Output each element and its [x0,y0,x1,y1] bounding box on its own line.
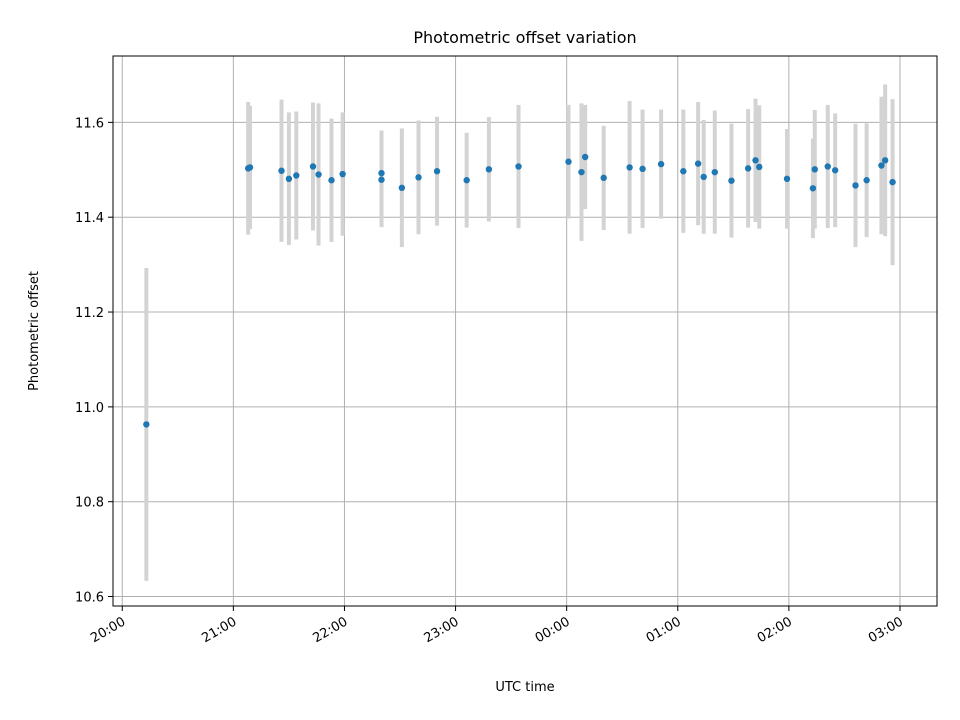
data-point [315,171,322,178]
y-tick-label: 11.4 [75,211,104,226]
data-point [809,185,817,192]
data-point [378,176,385,183]
data-point [578,168,585,176]
y-tick-label: 10.8 [75,496,104,511]
x-tick-label: 00:00 [533,614,573,646]
data-point [728,177,735,184]
data-point [285,175,293,183]
x-axis-ticks: 20:00 21:00 22:00 23:00 00:00 01:00 02:00 03:00 [88,606,906,646]
error-bars [144,84,895,581]
data-point [831,167,839,174]
data-point [581,153,589,161]
x-tick-label: 20:00 [88,614,128,646]
data-point [433,168,441,175]
x-tick-label: 02:00 [755,614,795,646]
data-point [626,164,633,171]
data-point [756,163,763,171]
data-point [694,160,702,167]
y-axis-label: Photometric offset [27,271,42,391]
data-point [415,174,422,181]
data-point [824,163,831,170]
x-tick-label: 03:00 [866,614,906,646]
plot-frame [112,55,938,607]
data-point [515,163,522,170]
data-point [744,165,752,172]
data-point [639,165,646,173]
data-point [293,172,300,179]
x-axis-label: UTC time [495,680,554,695]
data-point [378,169,385,177]
grid-lines [113,56,937,606]
y-tick-label: 11.6 [75,116,104,131]
data-point [246,164,254,171]
x-tick-label: 01:00 [644,614,684,646]
y-tick-label: 10.6 [75,591,104,606]
data-point [783,175,791,183]
data-point [463,177,470,184]
data-point [339,170,346,178]
data-point [752,157,759,164]
data-point [398,184,406,192]
x-tick-label: 21:00 [199,614,239,646]
data-point [863,177,870,184]
data-point [278,167,285,174]
x-tick-label: 23:00 [422,614,462,646]
data-point [881,157,889,164]
data-point [889,178,896,186]
data-points [143,153,896,428]
data-point [700,173,707,181]
data-point [657,160,665,168]
y-axis-ticks: 10.6 10.8 11.0 11.2 11.4 11.6 [75,116,113,606]
data-point [328,177,335,184]
y-tick-label: 11.2 [75,306,104,321]
data-point [600,174,607,182]
y-tick-label: 11.0 [75,401,104,416]
data-point [485,166,493,173]
data-point [811,166,818,173]
data-point [680,168,687,175]
data-point [711,168,718,176]
data-point [565,158,572,165]
chart-title: Photometric offset variation [413,28,636,47]
data-point [143,421,150,428]
data-point [878,162,885,169]
data-point [309,163,317,170]
x-tick-label: 22:00 [311,614,351,646]
data-point [852,182,859,189]
